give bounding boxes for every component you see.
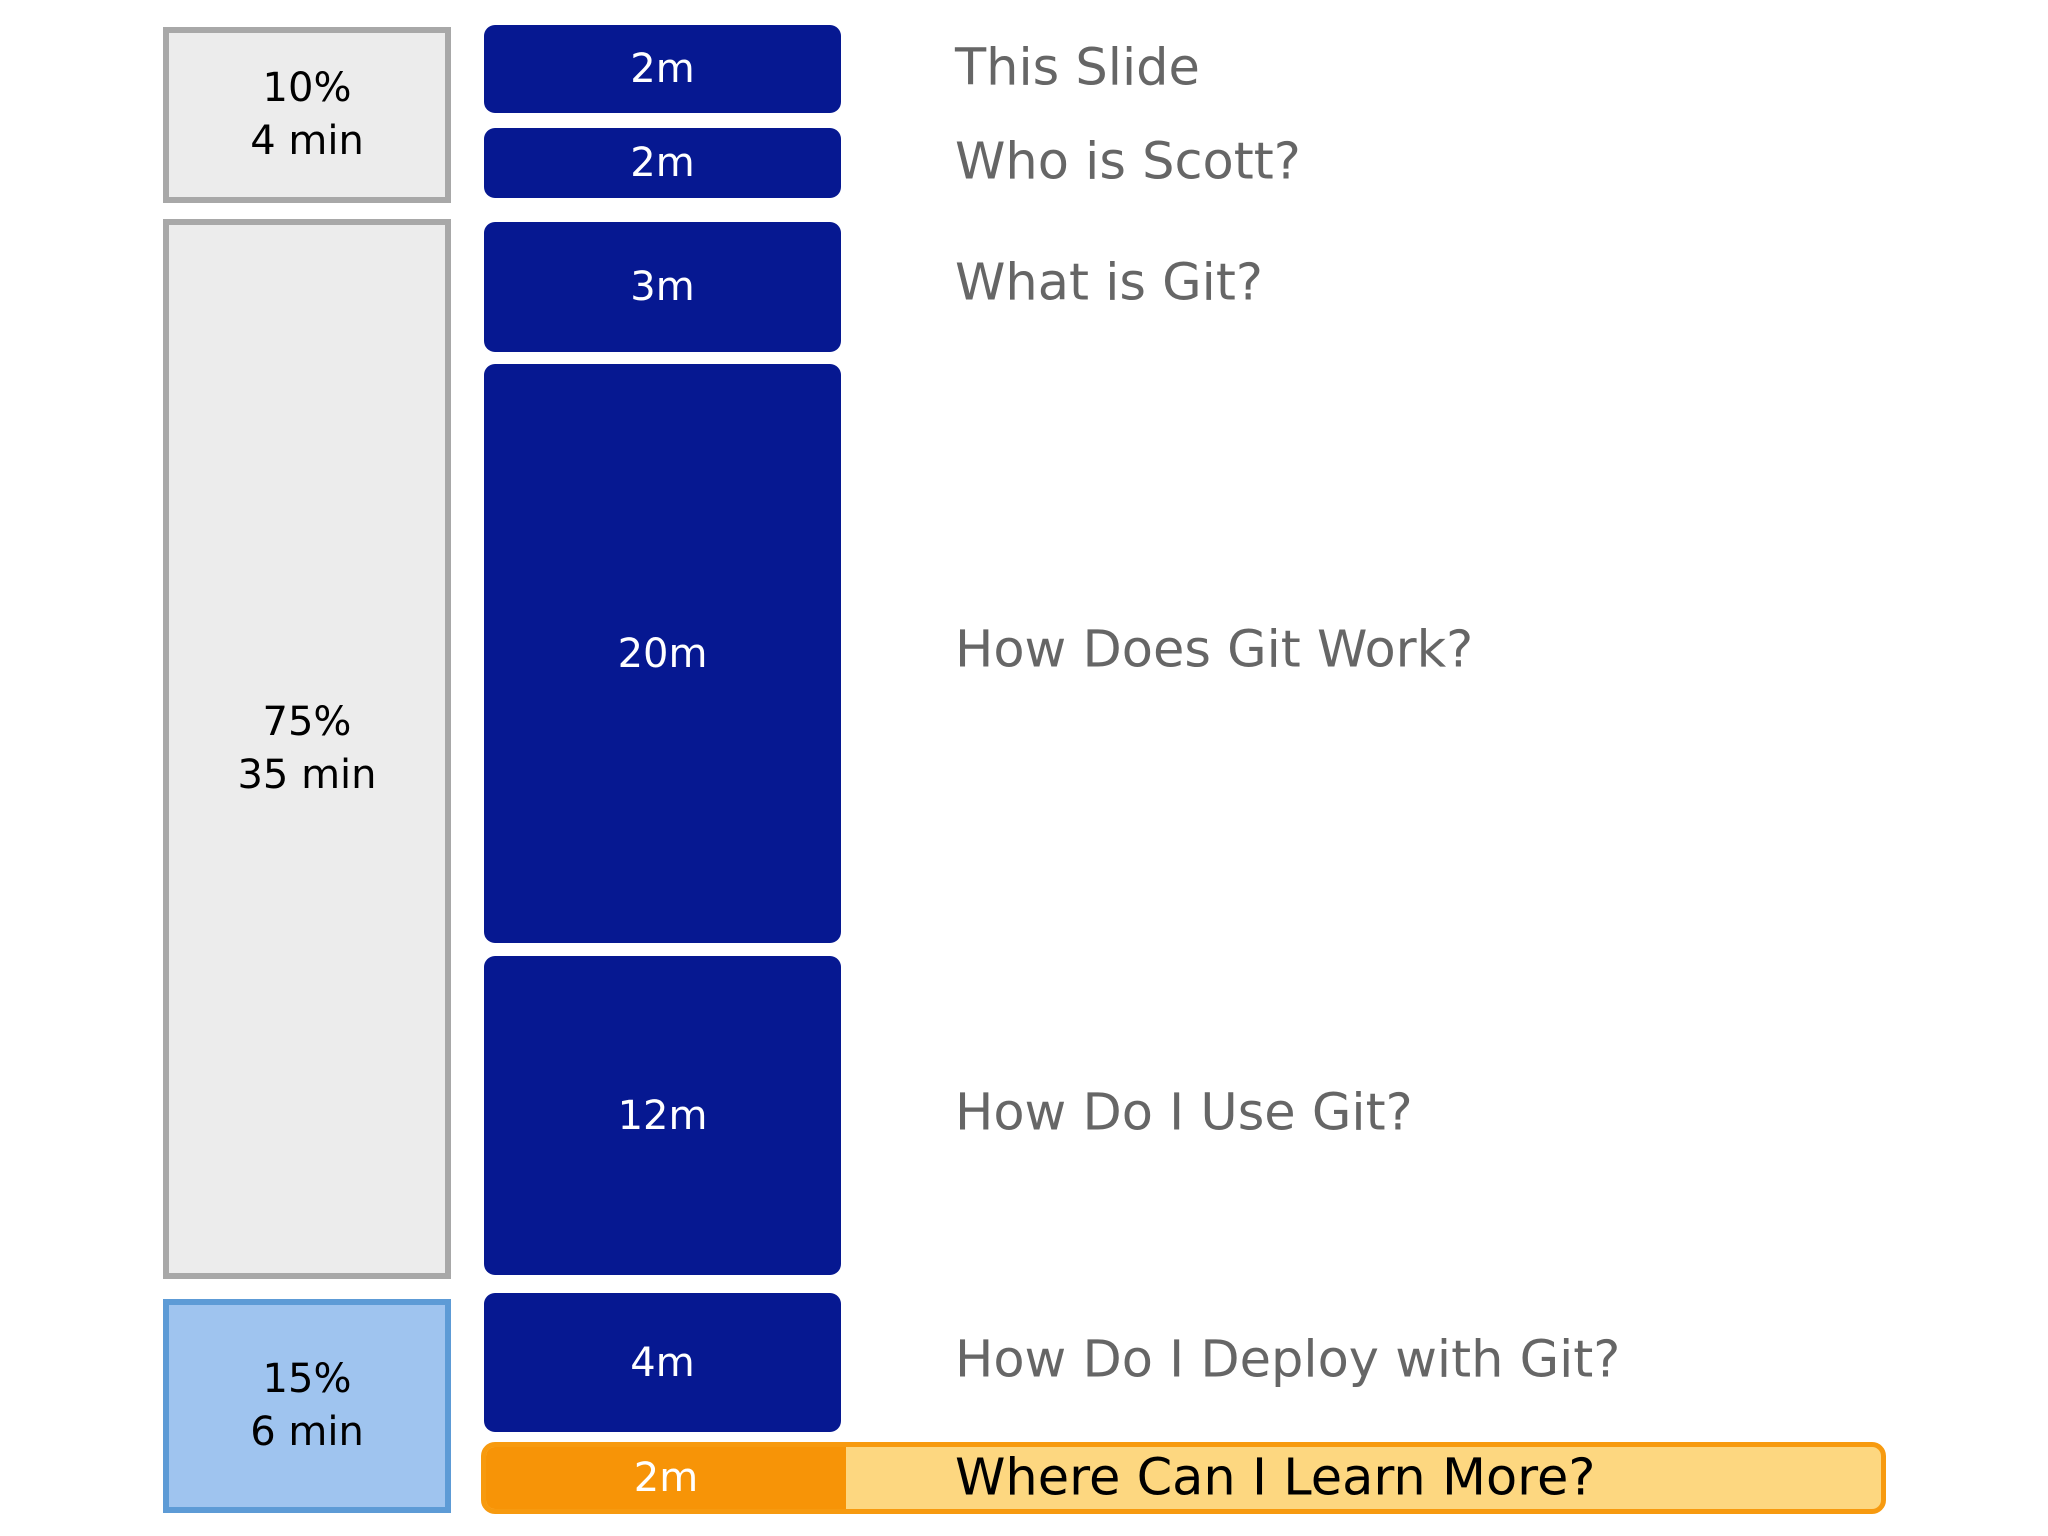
agenda-title-how-do-i-use-git: How Do I Use Git?: [955, 1083, 1413, 1143]
agenda-title-how-does-git-work: How Does Git Work?: [955, 620, 1474, 680]
section-percent: 15%: [262, 1356, 352, 1402]
agenda-duration: 3m: [630, 264, 695, 310]
agenda-block-how-do-i-deploy: 4m: [484, 1293, 841, 1432]
agenda-title-this-slide: This Slide: [955, 38, 1200, 98]
section-duration: 4 min: [250, 118, 364, 164]
section-duration: 35 min: [237, 752, 377, 798]
agenda-title-where-can-i-learn-more: Where Can I Learn More?: [955, 1448, 1596, 1508]
section-main: 75% 35 min: [163, 219, 451, 1279]
agenda-block-what-is-git: 3m: [484, 222, 841, 352]
section-percent: 10%: [262, 65, 352, 111]
agenda-duration: 2m: [486, 1447, 846, 1509]
agenda-duration: 12m: [617, 1092, 708, 1139]
section-wrapup: 15% 6 min: [163, 1299, 451, 1513]
agenda-title-who-is-scott: Who is Scott?: [955, 132, 1301, 192]
current-duration-text: 2m: [633, 1455, 699, 1501]
agenda-block-who-is-scott: 2m: [484, 128, 841, 198]
agenda-block-how-does-git-work: 20m: [484, 364, 841, 943]
agenda-duration: 2m: [630, 46, 695, 92]
section-duration: 6 min: [250, 1409, 364, 1455]
agenda-duration: 20m: [617, 630, 708, 677]
agenda-duration: 2m: [630, 140, 695, 186]
agenda-title-what-is-git: What is Git?: [955, 253, 1263, 313]
agenda-block-how-do-i-use-git: 12m: [484, 956, 841, 1275]
agenda-block-this-slide: 2m: [484, 25, 841, 113]
section-intro: 10% 4 min: [163, 27, 451, 203]
agenda-title-how-do-i-deploy: How Do I Deploy with Git?: [955, 1330, 1621, 1390]
current-agenda-item: 2m Where Can I Learn More?: [481, 1442, 1886, 1514]
section-percent: 75%: [262, 699, 352, 745]
agenda-duration: 4m: [630, 1339, 695, 1386]
